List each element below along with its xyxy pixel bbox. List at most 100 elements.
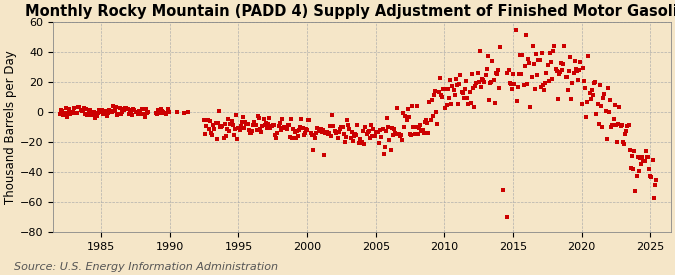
Point: [455, 73, 466, 77]
Point: [315, 127, 326, 132]
Point: [568, 71, 579, 75]
Point: [409, 132, 420, 136]
Point: [636, 162, 647, 166]
Point: [351, 133, 362, 137]
Point: [494, 86, 505, 90]
Point: [495, 44, 506, 49]
Point: [479, 80, 490, 84]
Point: [435, 76, 446, 80]
Point: [109, 109, 119, 113]
Point: [285, 134, 296, 139]
Point: [478, 77, 489, 82]
Point: [80, 112, 90, 116]
Point: [325, 124, 335, 128]
Point: [445, 78, 456, 82]
Point: [287, 136, 298, 141]
Point: [115, 111, 126, 116]
Point: [438, 87, 449, 91]
Point: [450, 93, 460, 98]
Point: [129, 108, 140, 112]
Point: [550, 66, 561, 71]
Point: [154, 111, 165, 115]
Point: [91, 114, 102, 118]
Point: [120, 106, 131, 110]
Point: [267, 123, 278, 128]
Point: [279, 125, 290, 129]
Point: [97, 108, 108, 112]
Point: [476, 84, 487, 89]
Point: [280, 126, 291, 130]
Point: [531, 52, 541, 56]
Point: [580, 86, 591, 90]
Point: [486, 80, 497, 84]
Point: [629, 149, 640, 154]
Point: [72, 111, 82, 115]
Point: [573, 77, 584, 82]
Point: [290, 136, 301, 140]
Point: [610, 102, 620, 107]
Point: [241, 122, 252, 126]
Point: [648, 196, 659, 200]
Point: [273, 123, 284, 128]
Point: [641, 149, 651, 153]
Point: [429, 93, 439, 97]
Point: [480, 73, 491, 77]
Point: [259, 117, 269, 121]
Point: [274, 121, 285, 126]
Point: [385, 147, 396, 152]
Point: [618, 140, 628, 144]
Point: [376, 135, 387, 139]
Point: [209, 127, 220, 131]
Point: [421, 118, 431, 122]
Point: [294, 127, 304, 132]
Point: [558, 62, 569, 67]
Point: [567, 81, 578, 85]
Point: [618, 141, 629, 146]
Point: [437, 95, 448, 100]
Point: [452, 82, 462, 87]
Point: [463, 102, 474, 106]
Point: [153, 108, 164, 112]
Point: [203, 126, 214, 131]
Point: [338, 131, 349, 136]
Point: [254, 127, 265, 131]
Point: [236, 120, 247, 125]
Point: [447, 84, 458, 88]
Point: [218, 136, 229, 140]
Point: [275, 128, 286, 132]
Point: [383, 125, 394, 129]
Point: [547, 77, 558, 81]
Point: [272, 131, 283, 135]
Point: [412, 104, 423, 108]
Point: [221, 127, 232, 131]
Point: [300, 127, 311, 131]
Point: [512, 85, 523, 89]
Point: [493, 68, 504, 73]
Point: [612, 140, 622, 144]
Point: [248, 123, 259, 127]
Point: [639, 158, 650, 163]
Point: [270, 133, 281, 138]
Point: [63, 111, 74, 115]
Point: [559, 43, 570, 48]
Point: [317, 130, 327, 134]
Point: [398, 111, 408, 116]
Point: [335, 127, 346, 132]
Point: [414, 125, 425, 130]
Point: [545, 60, 556, 64]
Point: [348, 134, 359, 138]
Point: [362, 130, 373, 134]
Point: [271, 136, 281, 140]
Point: [516, 72, 526, 76]
Point: [522, 82, 533, 86]
Point: [122, 107, 133, 112]
Point: [507, 87, 518, 91]
Point: [386, 125, 397, 130]
Point: [583, 54, 594, 59]
Point: [329, 129, 340, 134]
Point: [207, 133, 217, 137]
Point: [410, 125, 421, 129]
Point: [419, 119, 430, 124]
Point: [432, 122, 443, 127]
Point: [281, 126, 292, 131]
